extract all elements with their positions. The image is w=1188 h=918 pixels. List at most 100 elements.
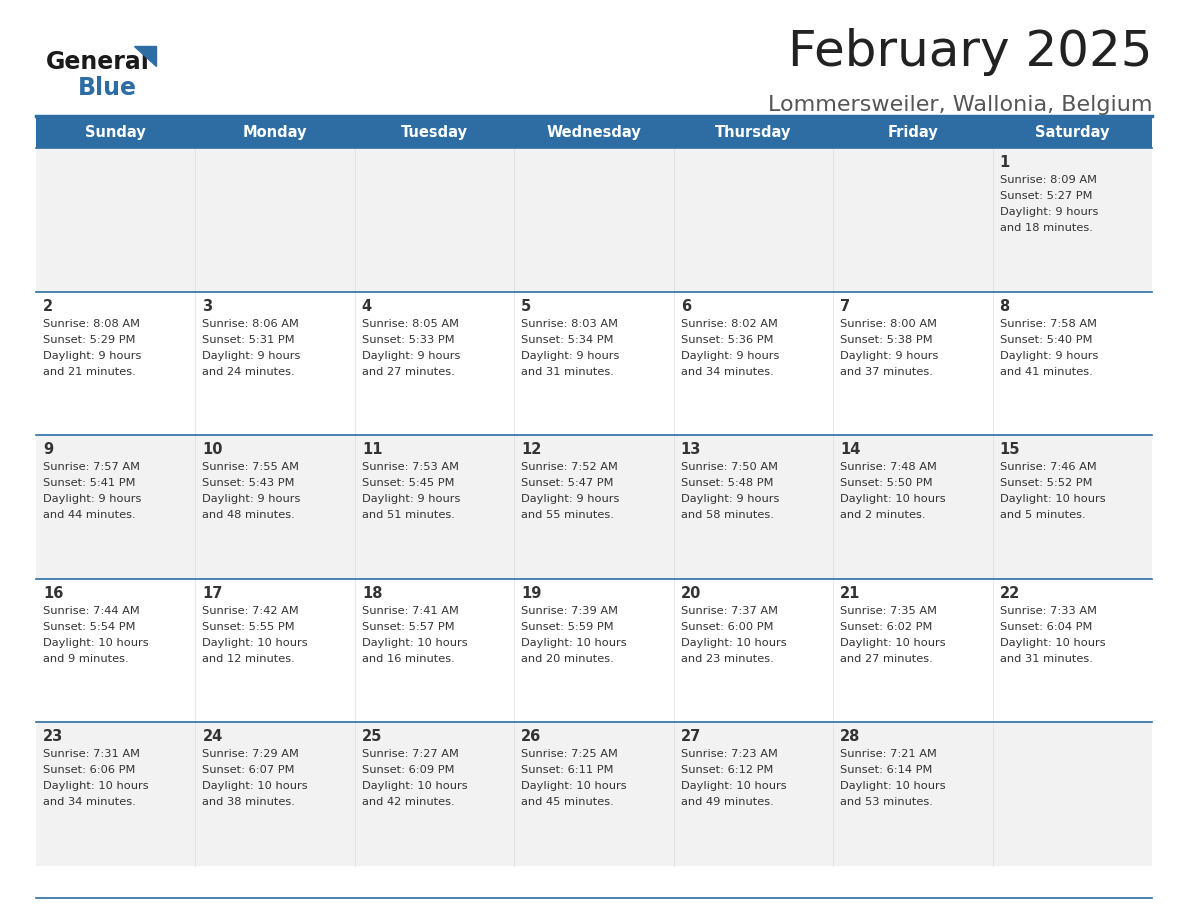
Text: 3: 3 bbox=[202, 298, 213, 314]
Text: Daylight: 9 hours: Daylight: 9 hours bbox=[202, 494, 301, 504]
Text: 7: 7 bbox=[840, 298, 851, 314]
Text: Sunrise: 7:33 AM: Sunrise: 7:33 AM bbox=[999, 606, 1097, 616]
Bar bbox=[355, 722, 514, 866]
Text: Sunset: 5:41 PM: Sunset: 5:41 PM bbox=[43, 478, 135, 488]
Text: Sunset: 6:04 PM: Sunset: 6:04 PM bbox=[999, 621, 1092, 632]
Bar bbox=[833, 148, 992, 292]
Text: Daylight: 10 hours: Daylight: 10 hours bbox=[681, 781, 786, 791]
Text: 16: 16 bbox=[43, 586, 63, 600]
Text: Sunrise: 7:42 AM: Sunrise: 7:42 AM bbox=[202, 606, 299, 616]
Text: Sunset: 5:57 PM: Sunset: 5:57 PM bbox=[362, 621, 455, 632]
Text: 25: 25 bbox=[362, 730, 383, 744]
Text: 26: 26 bbox=[522, 730, 542, 744]
Text: and 27 minutes.: and 27 minutes. bbox=[840, 654, 933, 664]
Text: Sunrise: 7:21 AM: Sunrise: 7:21 AM bbox=[840, 749, 937, 759]
Text: 17: 17 bbox=[202, 586, 223, 600]
Bar bbox=[514, 435, 674, 579]
Text: and 58 minutes.: and 58 minutes. bbox=[681, 510, 773, 521]
Bar bbox=[196, 148, 355, 292]
Text: Wednesday: Wednesday bbox=[546, 125, 642, 140]
Bar bbox=[833, 579, 992, 722]
Text: 27: 27 bbox=[681, 730, 701, 744]
Text: Sunset: 5:52 PM: Sunset: 5:52 PM bbox=[999, 478, 1092, 488]
Text: 18: 18 bbox=[362, 586, 383, 600]
Text: Sunrise: 7:57 AM: Sunrise: 7:57 AM bbox=[43, 462, 140, 472]
Text: Sunset: 5:38 PM: Sunset: 5:38 PM bbox=[840, 334, 933, 344]
Bar bbox=[514, 579, 674, 722]
Text: Thursday: Thursday bbox=[715, 125, 791, 140]
Bar bbox=[355, 148, 514, 292]
Text: Daylight: 9 hours: Daylight: 9 hours bbox=[202, 351, 301, 361]
Text: 4: 4 bbox=[362, 298, 372, 314]
Bar bbox=[36, 148, 196, 292]
Bar bbox=[674, 292, 833, 435]
Text: Daylight: 9 hours: Daylight: 9 hours bbox=[681, 494, 779, 504]
Text: Sunset: 5:31 PM: Sunset: 5:31 PM bbox=[202, 334, 295, 344]
Text: Sunrise: 7:53 AM: Sunrise: 7:53 AM bbox=[362, 462, 459, 472]
Text: and 55 minutes.: and 55 minutes. bbox=[522, 510, 614, 521]
Text: Sunset: 6:02 PM: Sunset: 6:02 PM bbox=[840, 621, 933, 632]
Text: 24: 24 bbox=[202, 730, 222, 744]
Text: Daylight: 10 hours: Daylight: 10 hours bbox=[43, 638, 148, 648]
Text: Daylight: 10 hours: Daylight: 10 hours bbox=[522, 638, 627, 648]
Text: 22: 22 bbox=[999, 586, 1019, 600]
Bar bbox=[36, 116, 196, 148]
Text: Sunset: 5:47 PM: Sunset: 5:47 PM bbox=[522, 478, 614, 488]
Bar bbox=[36, 722, 196, 866]
Text: 19: 19 bbox=[522, 586, 542, 600]
Text: Sunset: 5:55 PM: Sunset: 5:55 PM bbox=[202, 621, 295, 632]
Text: Sunset: 5:33 PM: Sunset: 5:33 PM bbox=[362, 334, 455, 344]
Text: 9: 9 bbox=[43, 442, 53, 457]
Text: Monday: Monday bbox=[242, 125, 308, 140]
Bar bbox=[355, 579, 514, 722]
Text: Daylight: 9 hours: Daylight: 9 hours bbox=[999, 207, 1098, 217]
Text: Sunrise: 8:02 AM: Sunrise: 8:02 AM bbox=[681, 319, 778, 329]
Text: Sunrise: 8:05 AM: Sunrise: 8:05 AM bbox=[362, 319, 459, 329]
Bar bbox=[36, 579, 196, 722]
Text: Tuesday: Tuesday bbox=[402, 125, 468, 140]
Text: and 44 minutes.: and 44 minutes. bbox=[43, 510, 135, 521]
Text: 21: 21 bbox=[840, 586, 860, 600]
Text: General: General bbox=[46, 50, 150, 74]
Text: and 23 minutes.: and 23 minutes. bbox=[681, 654, 773, 664]
Text: 20: 20 bbox=[681, 586, 701, 600]
Text: Sunrise: 8:06 AM: Sunrise: 8:06 AM bbox=[202, 319, 299, 329]
Text: Sunset: 5:50 PM: Sunset: 5:50 PM bbox=[840, 478, 933, 488]
Text: February 2025: February 2025 bbox=[788, 28, 1152, 76]
Text: Sunrise: 7:29 AM: Sunrise: 7:29 AM bbox=[202, 749, 299, 759]
Text: Sunrise: 7:48 AM: Sunrise: 7:48 AM bbox=[840, 462, 937, 472]
Text: Daylight: 9 hours: Daylight: 9 hours bbox=[43, 351, 141, 361]
Text: Sunset: 6:14 PM: Sunset: 6:14 PM bbox=[840, 766, 933, 776]
Text: Sunset: 5:48 PM: Sunset: 5:48 PM bbox=[681, 478, 773, 488]
Text: Daylight: 9 hours: Daylight: 9 hours bbox=[362, 494, 460, 504]
Text: Sunrise: 7:37 AM: Sunrise: 7:37 AM bbox=[681, 606, 778, 616]
Text: and 41 minutes.: and 41 minutes. bbox=[999, 366, 1092, 376]
Text: Daylight: 10 hours: Daylight: 10 hours bbox=[202, 638, 308, 648]
Text: Sunrise: 7:39 AM: Sunrise: 7:39 AM bbox=[522, 606, 618, 616]
Text: Daylight: 9 hours: Daylight: 9 hours bbox=[522, 351, 620, 361]
Bar bbox=[355, 435, 514, 579]
Bar bbox=[674, 579, 833, 722]
Bar bbox=[196, 722, 355, 866]
Text: Sunrise: 8:09 AM: Sunrise: 8:09 AM bbox=[999, 175, 1097, 185]
Text: Sunset: 6:00 PM: Sunset: 6:00 PM bbox=[681, 621, 773, 632]
Text: and 42 minutes.: and 42 minutes. bbox=[362, 798, 455, 808]
Text: Lommersweiler, Wallonia, Belgium: Lommersweiler, Wallonia, Belgium bbox=[767, 95, 1152, 115]
Text: 14: 14 bbox=[840, 442, 860, 457]
Bar bbox=[514, 116, 674, 148]
Text: Sunset: 6:12 PM: Sunset: 6:12 PM bbox=[681, 766, 773, 776]
Text: Sunrise: 7:27 AM: Sunrise: 7:27 AM bbox=[362, 749, 459, 759]
Text: Daylight: 9 hours: Daylight: 9 hours bbox=[43, 494, 141, 504]
Bar bbox=[674, 148, 833, 292]
Text: and 37 minutes.: and 37 minutes. bbox=[840, 366, 933, 376]
Text: Daylight: 10 hours: Daylight: 10 hours bbox=[522, 781, 627, 791]
Text: and 20 minutes.: and 20 minutes. bbox=[522, 654, 614, 664]
Text: Daylight: 10 hours: Daylight: 10 hours bbox=[999, 638, 1105, 648]
Text: Sunset: 6:11 PM: Sunset: 6:11 PM bbox=[522, 766, 614, 776]
Bar bbox=[196, 116, 355, 148]
Text: and 53 minutes.: and 53 minutes. bbox=[840, 798, 933, 808]
Text: Sunrise: 7:58 AM: Sunrise: 7:58 AM bbox=[999, 319, 1097, 329]
Text: Daylight: 9 hours: Daylight: 9 hours bbox=[522, 494, 620, 504]
Text: Sunrise: 7:55 AM: Sunrise: 7:55 AM bbox=[202, 462, 299, 472]
Text: Blue: Blue bbox=[78, 76, 137, 100]
